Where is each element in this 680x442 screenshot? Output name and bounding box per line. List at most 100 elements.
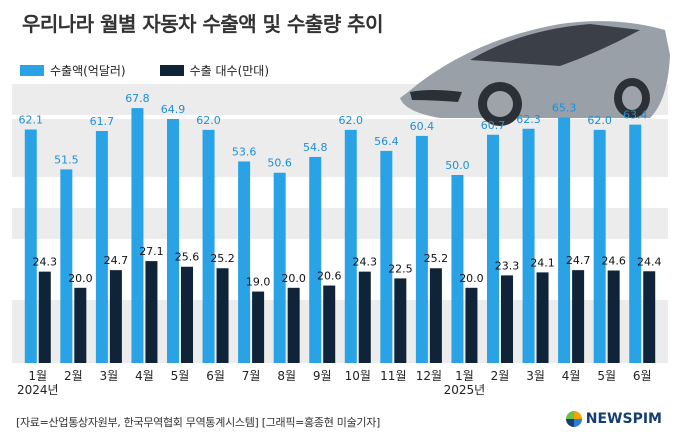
data-label-export-value: 60.4 — [410, 120, 435, 133]
bar-export-value — [593, 129, 606, 363]
bar-export-value — [380, 150, 393, 363]
x-tick-label: 3월 — [526, 369, 545, 383]
legend: 수출액(억달러) 수출 대수(만대) — [20, 62, 303, 79]
data-label-export-units: 20.0 — [68, 272, 93, 285]
bar-export-value — [238, 161, 251, 363]
data-label-export-units: 24.3 — [353, 256, 378, 269]
data-label-export-units: 20.0 — [459, 272, 484, 285]
bar-export-units — [358, 271, 371, 363]
bar-export-units — [465, 287, 478, 363]
bar-export-value — [558, 117, 571, 363]
x-tick-label: 1월 — [455, 369, 474, 383]
data-label-export-value: 62.3 — [516, 113, 541, 126]
legend-swatch-export-value — [20, 65, 44, 76]
data-label-export-value: 62.0 — [339, 114, 364, 127]
data-label-export-value: 62.0 — [196, 114, 221, 127]
bar-export-value — [344, 129, 357, 363]
bar-export-units — [109, 270, 122, 363]
legend-item-export-value: 수출액(억달러) — [20, 62, 126, 79]
bar-export-units — [572, 270, 585, 363]
data-label-export-value: 56.4 — [374, 135, 399, 148]
bar-export-value — [24, 129, 37, 363]
bar-export-value — [202, 129, 215, 363]
data-label-export-units: 24.3 — [33, 256, 58, 269]
bar-export-value — [451, 175, 464, 363]
brand-name: NEWSPIM — [585, 411, 662, 427]
data-label-export-units: 24.1 — [530, 256, 555, 269]
data-label-export-units: 24.4 — [637, 255, 662, 268]
data-label-export-units: 20.6 — [317, 270, 342, 283]
bar-export-units — [394, 278, 407, 363]
x-tick-label: 7월 — [242, 369, 261, 383]
data-label-export-value: 50.6 — [267, 157, 292, 170]
chart-title: 우리나라 월별 자동차 수출액 및 수출량 추이 — [22, 12, 383, 36]
bar-export-units — [252, 291, 265, 363]
legend-swatch-export-units — [159, 65, 184, 76]
data-label-export-value: 63.4 — [623, 109, 648, 122]
bar-export-units — [501, 275, 513, 363]
x-tick-label: 4월 — [135, 369, 154, 383]
data-label-export-value: 50.0 — [445, 159, 470, 172]
data-label-export-value: 51.5 — [54, 153, 79, 166]
data-label-export-value: 61.7 — [90, 115, 115, 128]
x-tick-label: 2월 — [491, 369, 510, 383]
x-tick-label: 5월 — [597, 369, 616, 383]
x-tick-label: 6월 — [206, 369, 225, 383]
bar-export-value — [629, 124, 642, 363]
data-label-export-units: 24.6 — [601, 255, 626, 268]
bar-export-units — [536, 272, 549, 363]
year-label: 2024년 — [17, 383, 59, 397]
bar-export-units — [216, 268, 229, 363]
bar-export-units — [323, 285, 336, 363]
bar-export-units — [643, 271, 656, 363]
x-tick-label: 2월 — [64, 369, 83, 383]
bar-export-value — [273, 172, 286, 363]
data-label-export-units: 20.0 — [281, 272, 306, 285]
x-tick-label: 9월 — [313, 369, 332, 383]
car-illustration — [400, 21, 670, 126]
bar-export-value — [60, 169, 73, 363]
legend-item-export-units: 수출 대수(만대) — [159, 62, 270, 79]
bar-export-value — [167, 118, 179, 363]
data-label-export-value: 67.8 — [125, 92, 150, 105]
bar-export-value — [309, 156, 322, 363]
newspim-logo-icon — [565, 411, 582, 427]
data-label-export-units: 23.3 — [495, 259, 520, 272]
bar-export-value — [415, 135, 428, 363]
bar-export-units — [607, 270, 620, 363]
bar-export-units — [74, 287, 87, 363]
bar-export-value — [95, 131, 108, 363]
data-label-export-value: 60.7 — [481, 119, 506, 132]
year-label: 2025년 — [444, 383, 486, 397]
x-tick-label: 6월 — [633, 369, 652, 383]
data-label-export-value: 53.6 — [232, 145, 257, 158]
x-tick-label: 4월 — [562, 369, 581, 383]
legend-label-export-units: 수출 대수(만대) — [189, 64, 270, 78]
data-label-export-units: 27.1 — [139, 245, 164, 258]
data-label-export-units: 25.6 — [175, 251, 200, 264]
x-tick-label: 12월 — [416, 369, 442, 383]
data-label-export-value: 65.3 — [552, 101, 577, 114]
legend-label-export-value: 수출액(억달러) — [50, 64, 126, 78]
data-label-export-value: 62.1 — [19, 114, 44, 127]
data-label-export-units: 19.0 — [246, 276, 271, 289]
bar-export-units — [181, 266, 193, 363]
bar-export-units — [145, 261, 158, 363]
data-label-export-units: 24.7 — [566, 254, 591, 267]
x-tick-label: 5월 — [171, 369, 190, 383]
bar-export-value — [522, 128, 535, 363]
x-tick-label: 10월 — [345, 369, 371, 383]
x-tick-label: 1월 — [28, 369, 47, 383]
bar-export-value — [487, 134, 499, 363]
data-label-export-value: 54.8 — [303, 141, 328, 154]
data-label-export-units: 22.5 — [388, 262, 413, 275]
data-label-export-units: 25.2 — [424, 252, 449, 265]
x-tick-label: 3월 — [100, 369, 119, 383]
source-note: [자료=산업통상자원부, 한국무역협회 무역통계시스템] [그래픽=홍종현 미술… — [16, 416, 381, 429]
data-label-export-units: 25.2 — [210, 252, 235, 265]
data-label-export-value: 64.9 — [161, 103, 186, 116]
data-label-export-units: 24.7 — [104, 254, 129, 267]
x-tick-label: 8월 — [277, 369, 296, 383]
